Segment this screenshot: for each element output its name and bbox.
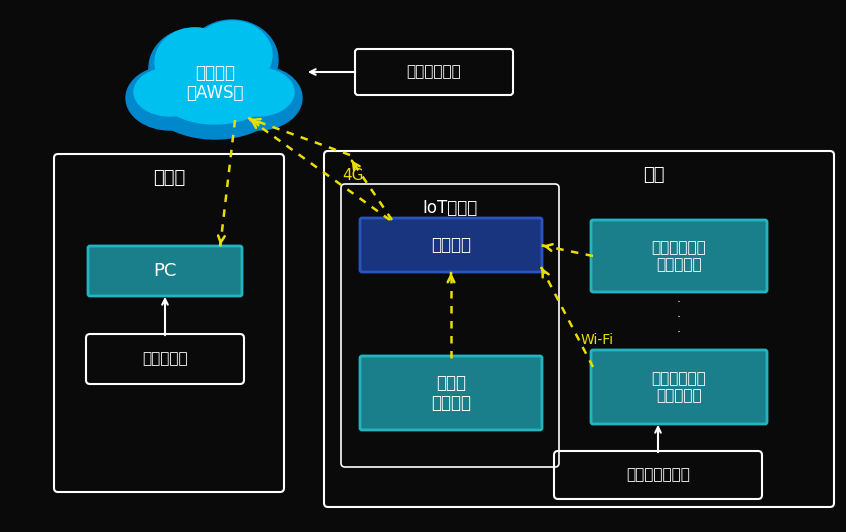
- Ellipse shape: [155, 28, 235, 96]
- FancyBboxPatch shape: [360, 218, 542, 272]
- Text: ·
·
·: · · ·: [677, 296, 681, 339]
- Text: 4G: 4G: [343, 168, 364, 182]
- Ellipse shape: [155, 52, 275, 124]
- FancyBboxPatch shape: [591, 220, 767, 292]
- Ellipse shape: [126, 66, 214, 130]
- Text: 土壌センサー
モジュール: 土壌センサー モジュール: [651, 240, 706, 272]
- Text: Wi-Fi: Wi-Fi: [581, 333, 614, 347]
- FancyBboxPatch shape: [88, 246, 242, 296]
- Text: クラウド
（AWS）: クラウド （AWS）: [186, 64, 244, 102]
- FancyBboxPatch shape: [591, 350, 767, 424]
- Text: 事業所: 事業所: [153, 169, 185, 187]
- FancyBboxPatch shape: [360, 356, 542, 430]
- FancyBboxPatch shape: [355, 49, 513, 95]
- Text: 土壌データ取得: 土壌データ取得: [626, 468, 690, 483]
- Ellipse shape: [145, 51, 285, 139]
- Text: データ閲覧: データ閲覧: [142, 352, 188, 367]
- Text: データベース: データベース: [407, 64, 461, 79]
- Ellipse shape: [149, 28, 241, 108]
- Ellipse shape: [134, 68, 206, 116]
- Text: IoT基地局: IoT基地局: [422, 199, 478, 217]
- Ellipse shape: [214, 66, 302, 130]
- Text: 土壌センサー
モジュール: 土壌センサー モジュール: [651, 371, 706, 403]
- Text: ルーター: ルーター: [431, 236, 471, 254]
- Ellipse shape: [186, 20, 278, 100]
- Text: PC: PC: [153, 262, 177, 280]
- Text: 基地局
マイコン: 基地局 マイコン: [431, 373, 471, 412]
- Text: 農園: 農園: [644, 166, 665, 184]
- Ellipse shape: [222, 68, 294, 116]
- Ellipse shape: [192, 21, 272, 89]
